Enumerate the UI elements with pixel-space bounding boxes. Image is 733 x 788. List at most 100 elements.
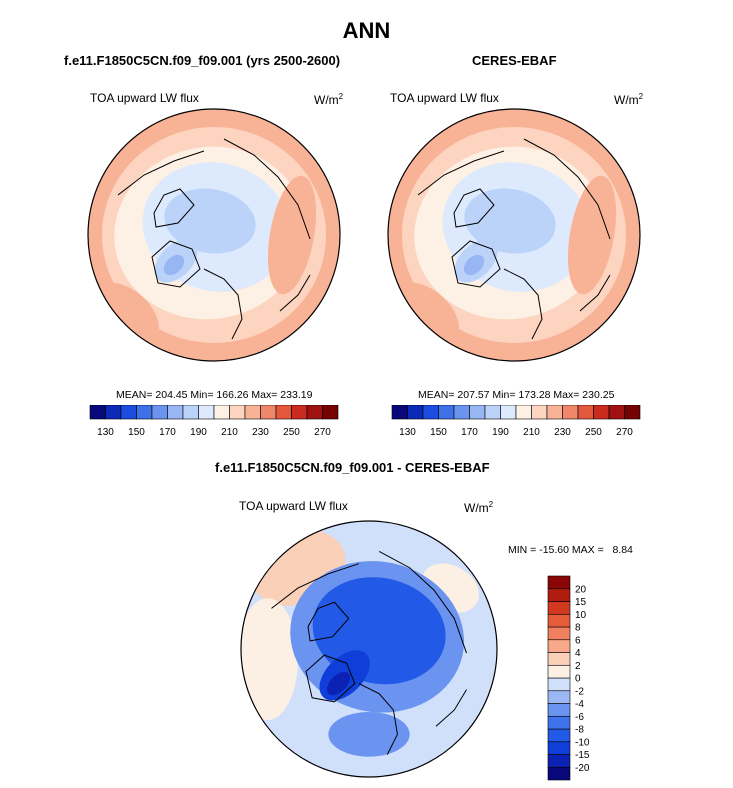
coastline-3 <box>358 683 398 755</box>
panel3-variable-label: TOA upward LW flux <box>239 499 348 513</box>
colorbar-box <box>198 405 215 420</box>
colorbar-box <box>547 626 571 641</box>
colorbar-box <box>438 405 455 420</box>
panel1-title: f.e11.F1850C5CN.f09_f09.001 (yrs 2500-26… <box>64 53 341 68</box>
colorbar-tick-label: 2 <box>575 661 581 672</box>
colorbar-box <box>547 652 571 666</box>
colorbar-box <box>391 405 408 420</box>
colorbar-box <box>593 405 610 420</box>
colorbar-box <box>244 405 261 420</box>
colorbar-box <box>167 405 184 420</box>
map-boundary <box>387 108 641 362</box>
colorbar-box <box>322 405 339 420</box>
panel3-units: W/m2 <box>464 500 494 515</box>
colorbar-tick-label: 130 <box>399 427 416 438</box>
colorbar-tick-label: 10 <box>575 610 587 621</box>
colorbar-tick-label: 170 <box>461 427 478 438</box>
colorbar-box <box>547 715 571 730</box>
colorbar-tick-label: -2 <box>575 686 584 697</box>
panel1-stats: MEAN= 204.45 Min= 166.26 Max= 233.19 <box>116 389 313 401</box>
coastline-3 <box>203 268 243 340</box>
colorbar-tick-label: 4 <box>575 648 581 659</box>
map-greenland-core <box>463 254 485 276</box>
colorbar-box <box>608 405 625 420</box>
colorbar-box <box>484 405 501 420</box>
map-w-positive <box>241 598 298 721</box>
coastline-4 <box>117 150 205 196</box>
colorbar-tick-label: 130 <box>97 427 114 438</box>
colorbar-box <box>136 405 153 420</box>
coastline-4 <box>417 150 505 196</box>
colorbar-box <box>547 639 571 653</box>
colorbar-tick-label: 150 <box>430 427 447 438</box>
colorbar-box <box>213 405 230 420</box>
colorbar-box <box>291 405 308 420</box>
colorbar-tick-label: 250 <box>585 427 602 438</box>
panel2-colorbar: 130 150 170 190 210 230 250 270 <box>391 405 641 438</box>
panel2-units: W/m2 <box>614 92 644 107</box>
colorbar-box <box>547 741 571 755</box>
colorbar-tick-label: 20 <box>575 584 587 595</box>
colorbar-box <box>407 405 424 420</box>
colorbar-box <box>547 766 571 781</box>
map-greenland-core <box>163 254 185 276</box>
panel1-units: W/m2 <box>314 92 344 107</box>
panel3-colorbar: -20 -15 -10-8 -6 -4 -20 2 4 68 10 15 20 <box>547 575 590 781</box>
colorbar-box <box>547 575 571 590</box>
colorbar-tick-label: 190 <box>492 427 509 438</box>
panel1-variable-label: TOA upward LW flux <box>90 91 199 105</box>
colorbar-box <box>229 405 246 420</box>
colorbar-tick-label: -10 <box>575 737 590 748</box>
colorbar-tick-label: -6 <box>575 712 584 723</box>
coastline-4 <box>271 563 359 609</box>
colorbar-tick-label: -15 <box>575 750 590 761</box>
colorbar-tick-label: 270 <box>616 427 633 438</box>
coastline-0 <box>453 188 495 228</box>
page-title: ANN <box>342 18 391 43</box>
panel3-map <box>240 520 498 778</box>
colorbar-box <box>624 405 641 420</box>
panel3-title: f.e11.F1850C5CN.f09_f09.001 - CERES-EBAF <box>215 460 490 475</box>
coastline-5 <box>579 274 611 312</box>
colorbar-box <box>422 405 439 420</box>
map-central-arctic <box>464 188 556 254</box>
colorbar-box <box>151 405 168 420</box>
panel2-map <box>387 108 641 362</box>
colorbar-box <box>120 405 137 420</box>
colorbar-tick-label: 0 <box>575 674 581 685</box>
colorbar-box <box>577 405 594 420</box>
colorbar-box <box>275 405 292 420</box>
coastline-5 <box>435 689 467 727</box>
map-central-arctic <box>164 188 256 254</box>
colorbar-box <box>547 664 571 679</box>
panel2-title: CERES-EBAF <box>472 53 557 68</box>
colorbar-tick-label: 6 <box>575 635 581 646</box>
colorbar-box <box>89 405 106 420</box>
colorbar-tick-label: 190 <box>190 427 207 438</box>
map-south-negative <box>328 711 410 757</box>
colorbar-box <box>547 677 571 692</box>
colorbar-box <box>547 601 571 615</box>
colorbar-tick-label: 270 <box>314 427 331 438</box>
colorbar-tick-label: 210 <box>523 427 540 438</box>
panel1-colorbar: 130 150 170 190 210 230 250 270 <box>89 405 339 438</box>
map-boundary <box>240 520 498 778</box>
colorbar-box <box>547 754 571 768</box>
colorbar-tick-label: 210 <box>221 427 238 438</box>
coastline-2 <box>223 138 311 240</box>
colorbar-tick-label: 250 <box>283 427 300 438</box>
colorbar-box <box>453 405 470 420</box>
map-warm-pacific <box>267 175 317 295</box>
coastline-1 <box>151 240 201 288</box>
map-boundary <box>87 108 341 362</box>
colorbar-tick-label: 15 <box>575 597 587 608</box>
colorbar-box <box>546 405 563 420</box>
colorbar-box <box>547 728 571 743</box>
colorbar-box <box>547 690 571 704</box>
colorbar-tick-label: -4 <box>575 699 584 710</box>
colorbar-tick-label: 170 <box>159 427 176 438</box>
coastline-1 <box>451 240 501 288</box>
panel2-variable-label: TOA upward LW flux <box>390 91 499 105</box>
colorbar-box <box>105 405 122 420</box>
colorbar-tick-label: 230 <box>252 427 269 438</box>
